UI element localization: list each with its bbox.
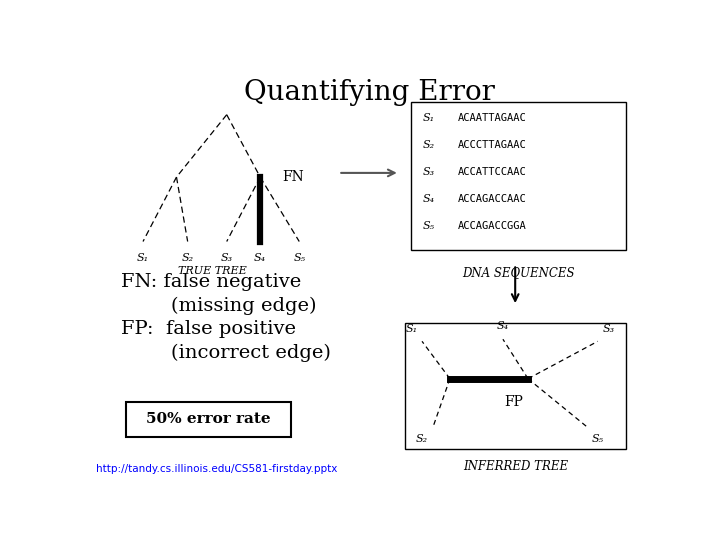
Text: FN: false negative
        (missing edge)
FP:  false positive
        (incorrect: FN: false negative (missing edge) FP: fa…: [121, 273, 330, 362]
Bar: [126, 402, 291, 437]
Text: S₄: S₄: [423, 194, 436, 204]
Text: ACCATTCCAAC: ACCATTCCAAC: [458, 167, 527, 177]
Text: 50% error rate: 50% error rate: [146, 412, 271, 426]
Text: FP: FP: [505, 395, 523, 409]
Text: ACCAGACCGGA: ACCAGACCGGA: [458, 221, 527, 231]
Text: S₁: S₁: [137, 253, 149, 263]
Text: S₂: S₂: [181, 253, 194, 263]
Text: S₄: S₄: [497, 321, 509, 331]
Text: S₃: S₃: [603, 324, 615, 334]
Text: ACCCTTAGAAC: ACCCTTAGAAC: [458, 140, 527, 150]
Text: S₁: S₁: [406, 324, 418, 334]
Text: S₅: S₅: [293, 253, 305, 263]
Text: http://tandy.cs.illinois.edu/CS581-firstday.pptx: http://tandy.cs.illinois.edu/CS581-first…: [96, 464, 337, 474]
Text: ACCAGACCAAC: ACCAGACCAAC: [458, 194, 527, 204]
Text: S₅: S₅: [592, 434, 604, 444]
Text: DNA SEQUENCES: DNA SEQUENCES: [462, 266, 575, 280]
Text: ACAATTAGAAC: ACAATTAGAAC: [458, 113, 527, 123]
Text: INFERRED TREE: INFERRED TREE: [463, 460, 568, 473]
Text: S₃: S₃: [220, 253, 233, 263]
Text: FN: FN: [282, 170, 305, 184]
Text: Quantifying Error: Quantifying Error: [243, 79, 495, 106]
Text: S₅: S₅: [423, 221, 436, 231]
Text: S₂: S₂: [416, 434, 428, 444]
Text: S₁: S₁: [423, 113, 436, 123]
Text: S₃: S₃: [423, 167, 436, 177]
Bar: [411, 102, 626, 250]
Text: TRUE TREE: TRUE TREE: [179, 266, 247, 276]
Text: S₂: S₂: [423, 140, 436, 150]
Bar: [405, 322, 626, 449]
Text: S₄: S₄: [254, 253, 266, 263]
